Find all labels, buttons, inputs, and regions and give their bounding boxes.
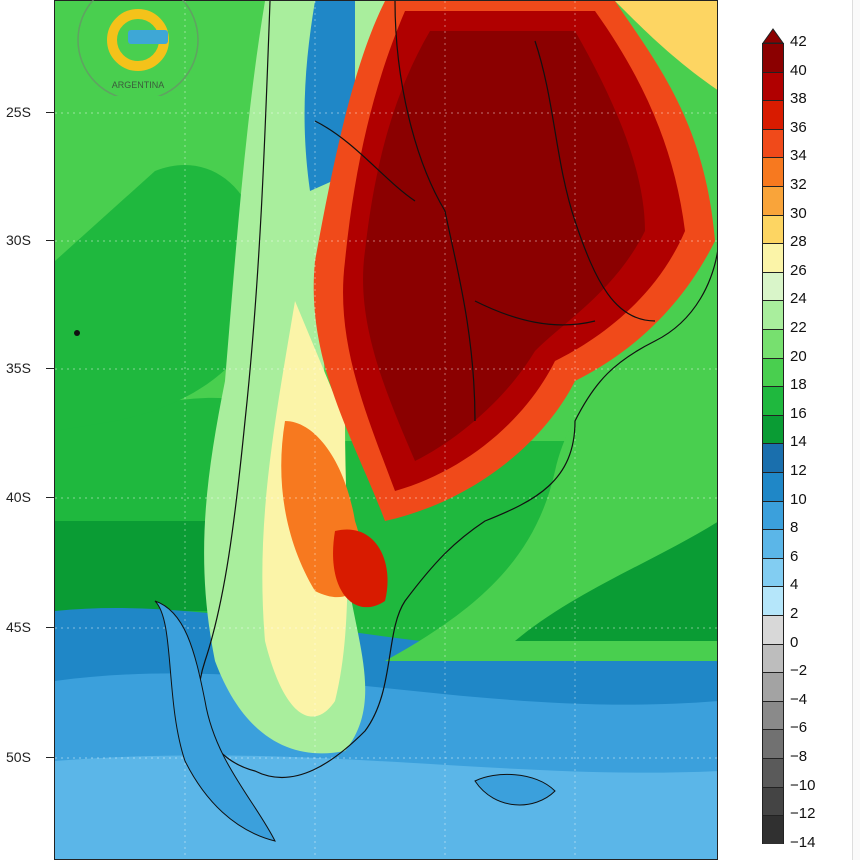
logo-text: ARGENTINA	[112, 80, 165, 90]
latitude-label: 40S	[6, 489, 31, 505]
colorbar-label: −12	[790, 805, 816, 823]
colorbar-cell	[762, 529, 784, 558]
colorbar-label: 34	[790, 147, 807, 165]
colorbar-cell	[762, 672, 784, 701]
colorbar-cell	[762, 157, 784, 186]
latitude-tick	[46, 757, 54, 758]
colorbar-cell	[762, 472, 784, 501]
colorbar-label: −8	[790, 748, 808, 765]
colorbar-label: 38	[790, 90, 807, 108]
colorbar-label: 10	[790, 490, 807, 508]
colorbar-cell	[762, 214, 784, 244]
latitude-tick	[46, 240, 54, 241]
colorbar-label: −6	[790, 719, 808, 737]
colorbar-label: 26	[790, 261, 807, 279]
latitude-tick	[46, 497, 54, 498]
colorbar-label: 36	[790, 118, 807, 136]
colorbar-label: 18	[790, 376, 807, 394]
colorbar-cell	[762, 815, 784, 844]
colorbar-label: 6	[790, 547, 799, 565]
colorbar-label: 16	[790, 404, 807, 422]
colorbar-cell	[762, 729, 784, 758]
colorbar-label: −4	[790, 690, 808, 708]
colorbar-cell	[762, 414, 784, 444]
colorbar-cell	[762, 643, 784, 673]
colorbar-cell	[762, 329, 784, 358]
map-field	[55, 1, 717, 859]
colorbar-label: 30	[790, 204, 807, 222]
colorbar-cell	[762, 786, 784, 816]
colorbar-cell	[762, 700, 784, 730]
colorbar-cell	[762, 43, 784, 72]
colorbar-label: 20	[790, 347, 807, 365]
colorbar-label: 42	[790, 33, 807, 50]
colorbar-label: −2	[790, 662, 808, 680]
latitude-tick	[46, 112, 54, 113]
colorbar-label: 4	[790, 576, 799, 594]
colorbar-cell	[762, 357, 784, 387]
latitude-label: 45S	[6, 619, 31, 635]
colorbar-label: 24	[790, 290, 807, 308]
colorbar-cell	[762, 71, 784, 101]
latitude-label: 30S	[6, 232, 31, 248]
colorbar-cell	[762, 443, 784, 472]
colorbar-cell	[762, 271, 784, 301]
colorbar-cell	[762, 100, 784, 129]
colorbar-cell	[762, 300, 784, 329]
colorbar-label: −10	[790, 776, 816, 794]
colorbar-cell	[762, 586, 784, 615]
colorbar-label: 14	[790, 433, 807, 451]
colorbar-cell	[762, 758, 784, 787]
brand-logo: ARGENTINA	[77, 0, 199, 96]
colorbar-label: 2	[790, 605, 799, 622]
colorbar-label: 32	[790, 176, 807, 193]
colorbar-cell	[762, 243, 784, 272]
latitude-label: 25S	[6, 104, 31, 120]
colorbar-cell	[762, 128, 784, 158]
page-edge	[852, 0, 860, 860]
colorbar-cell	[762, 500, 784, 530]
colorbar-extension-arrow	[762, 28, 784, 44]
colorbar-cell	[762, 557, 784, 587]
latitude-label: 50S	[6, 749, 31, 765]
latitude-label: 35S	[6, 360, 31, 376]
colorbar-label: 22	[790, 319, 807, 336]
colorbar-label: 40	[790, 61, 807, 79]
colorbar-label: 0	[790, 633, 799, 651]
latitude-tick	[46, 368, 54, 369]
latitude-tick	[46, 627, 54, 628]
colorbar-label: 28	[790, 233, 807, 251]
colorbar-label: 8	[790, 519, 799, 537]
colorbar	[762, 28, 784, 860]
colorbar-cell	[762, 615, 784, 644]
temperature-map	[54, 0, 718, 860]
colorbar-cell	[762, 386, 784, 415]
colorbar-label: 12	[790, 462, 807, 479]
colorbar-cell	[762, 186, 784, 215]
colorbar-label: −14	[790, 833, 816, 851]
